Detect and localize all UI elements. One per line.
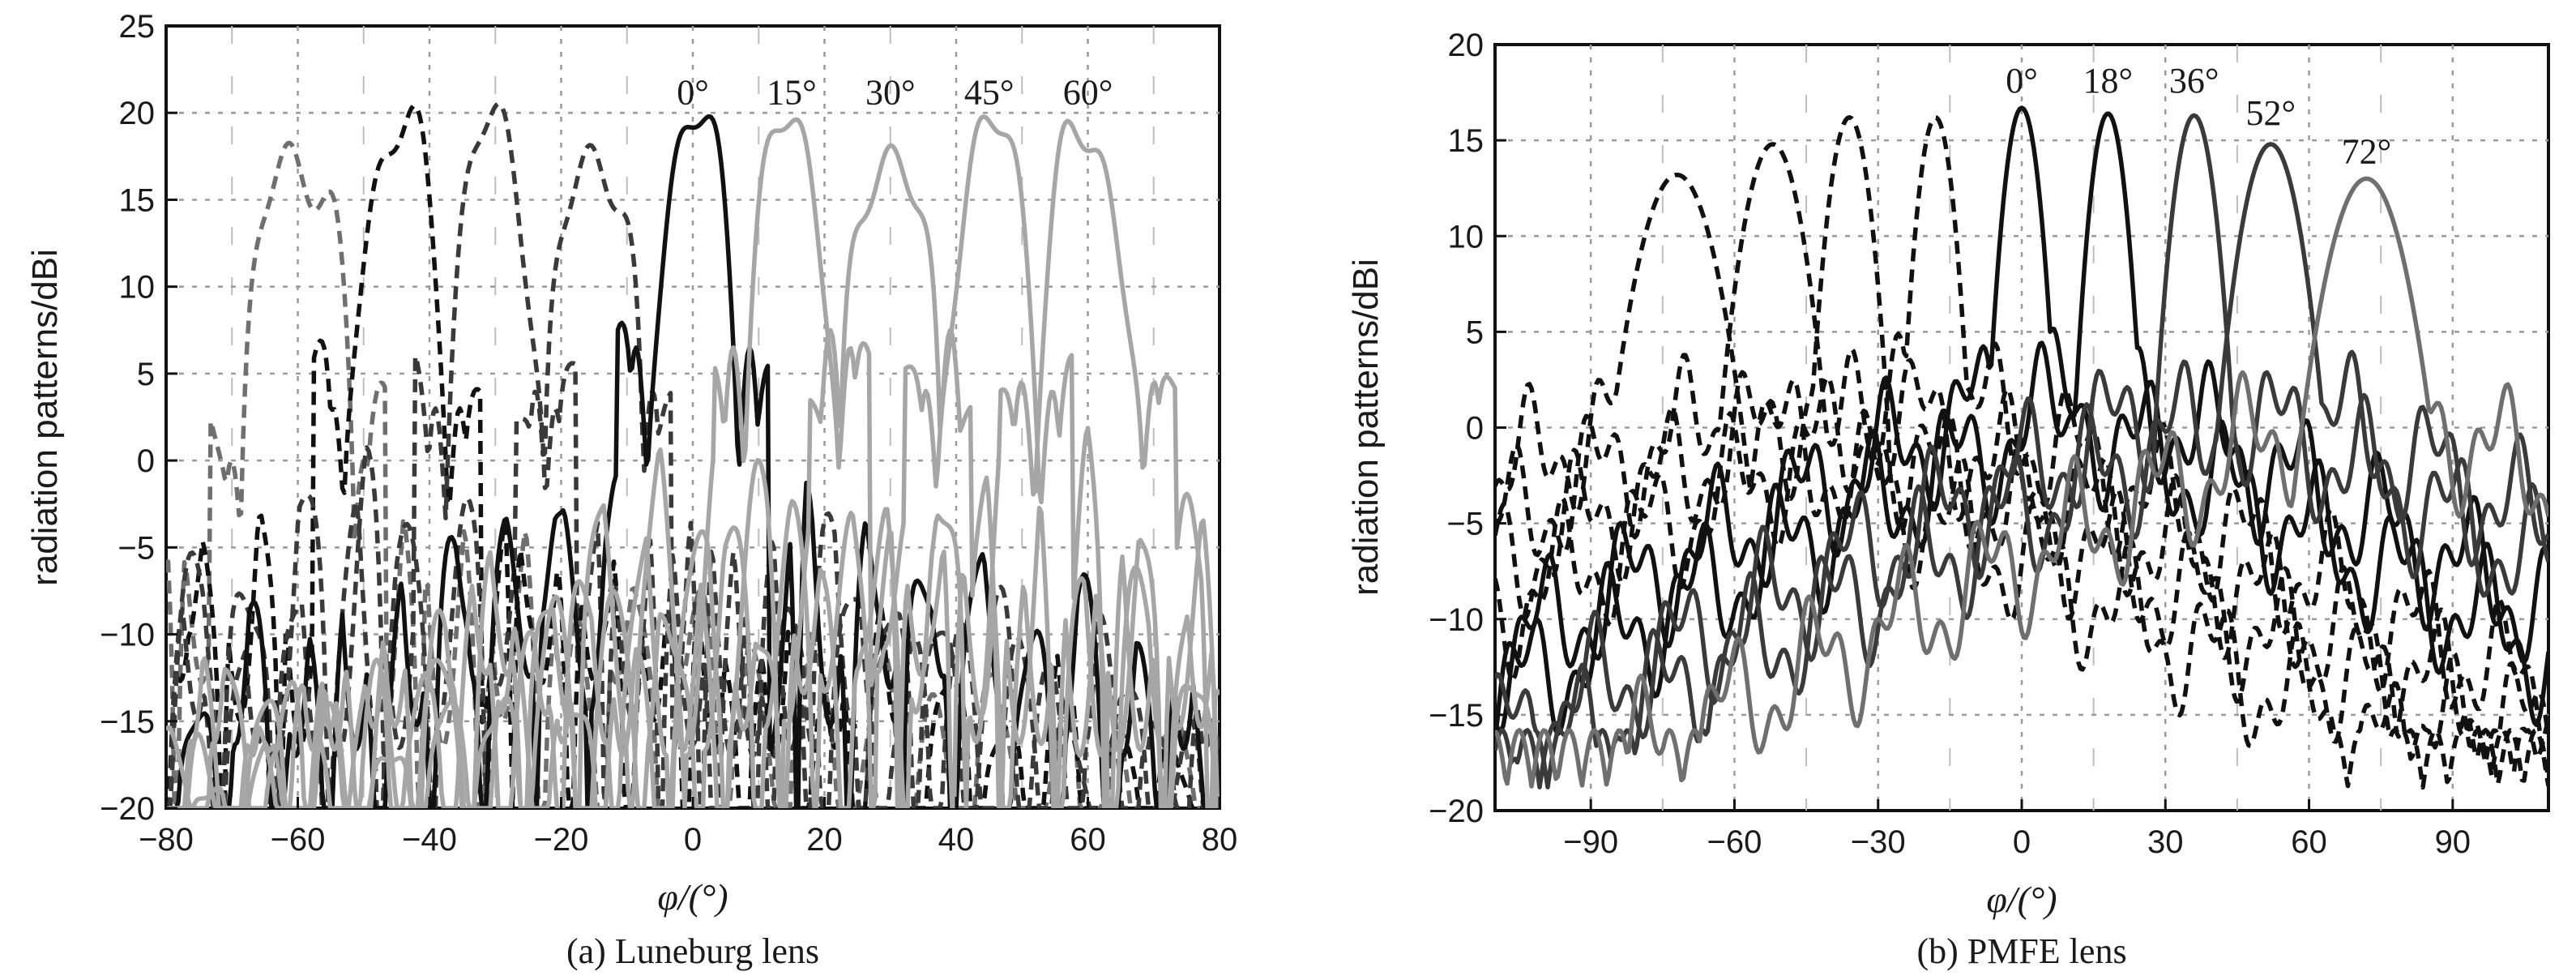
- x-tick-label: 0: [684, 822, 702, 858]
- y-tick-label: 15: [119, 182, 156, 218]
- x-tick-label: 80: [1202, 822, 1238, 858]
- series-line: [1495, 111, 2548, 737]
- series-line: [166, 114, 1220, 808]
- y-tick-label: −10: [100, 618, 155, 653]
- series-line: [166, 113, 1220, 808]
- chart-b: −90 −60 −30 0 30 60 90 −20 −15 −10 −5 0 5 10 15 20 0° 18…: [1346, 28, 2550, 971]
- y-tick-label: −5: [117, 530, 155, 566]
- chart-b-xlabel: φ/(°): [1986, 879, 2057, 920]
- y-tick-label: −15: [100, 704, 155, 740]
- beam-angle-label: 0°: [2006, 61, 2038, 101]
- series-line: [1495, 105, 2548, 734]
- chart-b-ticks: −90 −60 −30 0 30 60 90 −20 −15 −10 −5 0 5 10 15 20: [1429, 28, 2471, 860]
- series-line: [1495, 176, 2548, 789]
- x-tick-label: −30: [1851, 824, 1906, 860]
- series-line: [1495, 172, 2548, 790]
- chart-b-caption: (b) PMFE lens: [1916, 931, 2126, 971]
- chart-b-beam-labels: 0° 18° 36° 52° 72°: [2006, 61, 2391, 171]
- y-tick-label: 20: [1448, 28, 1485, 63]
- x-tick-label: −60: [1707, 824, 1762, 860]
- chart-a: −80 −60 −40 −20 0 20 40 60 80 −20 −15 −10 −5 0 5 10 15 20…: [25, 9, 1237, 971]
- beam-angle-label: 72°: [2342, 131, 2392, 171]
- chart-a-ylabel: radiation patterns/dBi: [25, 249, 65, 586]
- series-line: [1495, 115, 2548, 779]
- chart-a-xlabel: φ/(°): [657, 876, 728, 918]
- beam-angle-label: 18°: [2083, 61, 2134, 101]
- y-tick-label: −5: [1446, 507, 1484, 542]
- beam-angle-label: 52°: [2245, 93, 2296, 133]
- beam-angle-label: 45°: [964, 73, 1015, 113]
- series-line: [166, 143, 1220, 808]
- y-tick-label: 5: [1466, 315, 1484, 350]
- chart-b-series: [1495, 105, 2548, 790]
- y-tick-label: −15: [1429, 698, 1484, 734]
- beam-angle-label: 30°: [865, 73, 916, 113]
- y-tick-label: 10: [119, 270, 156, 306]
- y-tick-label: −20: [1429, 794, 1484, 829]
- beam-angle-label: 60°: [1063, 73, 1113, 113]
- y-tick-label: 25: [119, 9, 156, 45]
- beam-angle-label: 36°: [2169, 61, 2219, 101]
- x-tick-label: −60: [271, 822, 326, 858]
- x-tick-label: 90: [2435, 824, 2471, 860]
- x-tick-label: −80: [139, 822, 194, 858]
- chart-b-ylabel: radiation patterns/dBi: [1346, 259, 1386, 596]
- series-line: [1495, 113, 2548, 790]
- x-tick-label: 40: [938, 822, 975, 858]
- x-tick-label: −20: [534, 822, 589, 858]
- beam-angle-label: 15°: [767, 73, 817, 113]
- chart-a-series: [166, 101, 1220, 808]
- y-tick-label: 0: [137, 443, 155, 479]
- series-line: [166, 103, 1220, 808]
- series-line: [166, 118, 1220, 808]
- beam-angle-label: 0°: [677, 73, 709, 113]
- x-tick-label: 60: [2291, 824, 2327, 860]
- chart-a-caption: (a) Luneburg lens: [566, 931, 819, 971]
- x-tick-label: 0: [2013, 824, 2031, 860]
- series-line: [1495, 142, 2548, 790]
- y-tick-label: 5: [137, 357, 155, 392]
- x-tick-label: −90: [1563, 824, 1618, 860]
- chart-a-beam-labels: 0° 15° 30° 45° 60°: [677, 73, 1113, 113]
- x-tick-label: 30: [2147, 824, 2184, 860]
- series-line: [166, 140, 1220, 808]
- y-tick-label: 20: [119, 96, 156, 131]
- x-tick-label: 60: [1070, 822, 1106, 858]
- chart-a-ticks: −80 −60 −40 −20 0 20 40 60 80 −20 −15 −10 −5 0 5 10 15 20…: [100, 9, 1237, 858]
- y-tick-label: 10: [1448, 219, 1485, 255]
- y-tick-label: 15: [1448, 123, 1485, 159]
- y-tick-label: 0: [1466, 411, 1484, 447]
- x-tick-label: 20: [806, 822, 843, 858]
- x-tick-label: −40: [402, 822, 457, 858]
- y-tick-label: −10: [1429, 602, 1484, 638]
- y-tick-label: −20: [100, 791, 155, 827]
